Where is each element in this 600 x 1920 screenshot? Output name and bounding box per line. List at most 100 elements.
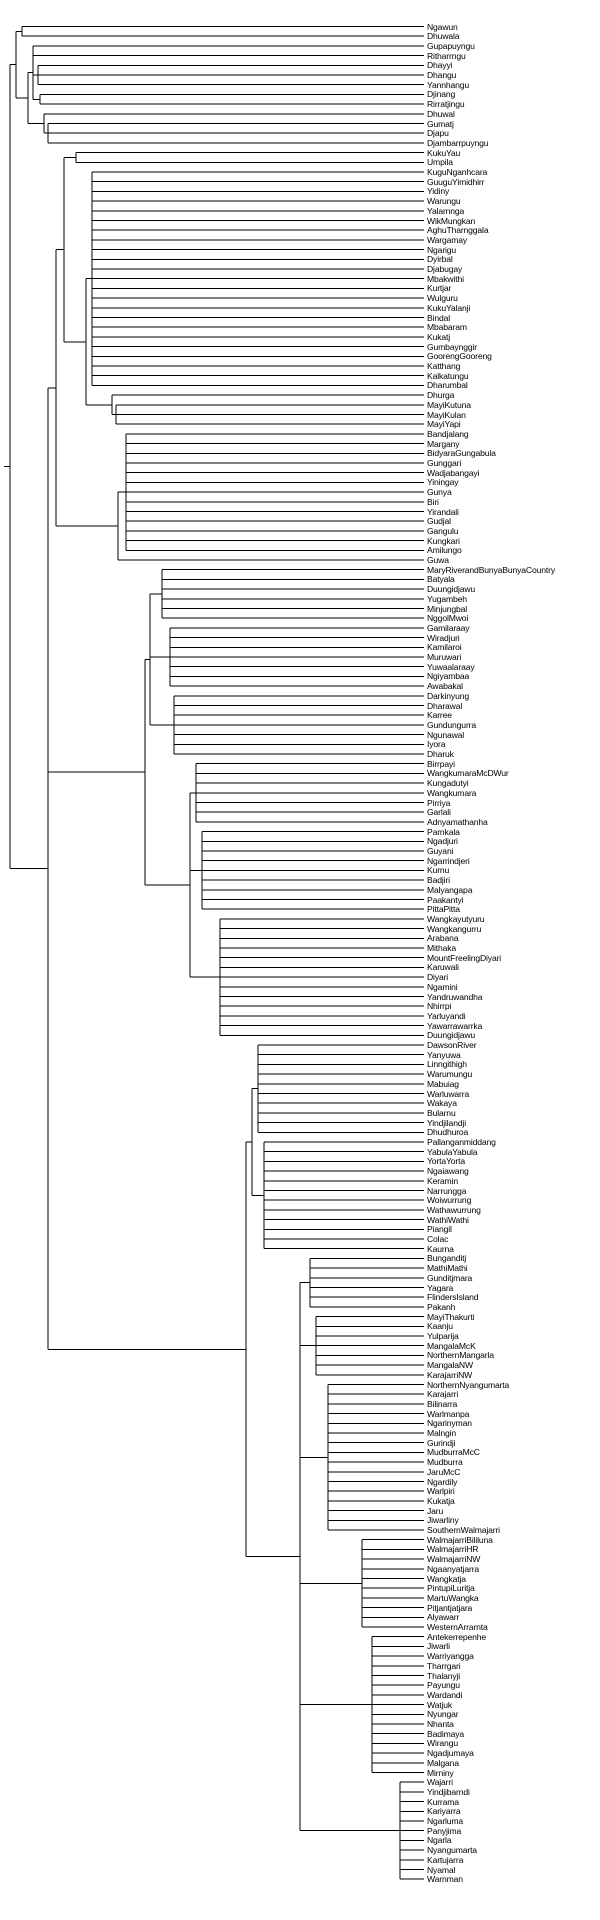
leaf-label: Yawarrawarrka [427,1020,483,1031]
leaf-label: Gamilaraay [427,622,470,633]
leaf-label: AghuTharnggala [427,225,489,236]
leaf-label: Yannhangu [427,79,469,90]
leaf-label: Margany [427,438,460,449]
leaf-label: Gunditjmara [427,1272,473,1283]
leaf-label: Jaru [427,1505,444,1516]
leaf-label: Warumungu [427,1069,473,1080]
leaf-label: Karuwali [427,962,459,973]
leaf-label: KarajarriNW [427,1369,473,1380]
leaf-label: Minjungbal [427,603,468,614]
leaf-label: Yugambeh [427,593,467,604]
leaf-label: Nyangumarta [427,1845,477,1856]
leaf-label: Wangkayutyuru [427,913,485,924]
leaf-label: Katthang [427,361,461,371]
leaf-label: Yirandali [427,506,459,517]
leaf-label: Dhuwala [427,31,460,42]
leaf-label: Yindjilandji [427,1117,466,1128]
leaf-label: Payungu [427,1680,460,1691]
leaf-label: Dharuk [427,749,454,759]
leaf-label: Wajarri [427,1777,453,1788]
leaf-label: WalmajarriBililuna [427,1534,493,1545]
leaf-label: Nyungar [427,1709,459,1720]
leaf-label: Ngamini [427,981,458,992]
leaf-label: Wardandi [427,1689,463,1700]
leaf-label: Mithaka [427,943,457,953]
leaf-label: Wangkatja [427,1573,466,1584]
leaf-label: Linngithigh [427,1059,467,1070]
leaf-label: Amilungo [427,545,462,556]
leaf-label: Ngarrindjeri [427,855,470,866]
leaf-label: Pallanganmiddang [427,1137,496,1147]
leaf-label: Garlali [427,807,451,818]
leaf-label: Gunggari [427,458,462,468]
leaf-label: Rirratjingu [427,99,465,110]
leaf-label: Warriyangga [427,1651,474,1662]
leaf-label: Gurindji [427,1437,456,1448]
leaf-label: Dhudhuroa [427,1127,469,1138]
leaf-label: Jiwarli [427,1641,450,1652]
leaf-label: WangkumaraMcDWur [427,768,509,779]
leaf-label: Antekerrepenhe [427,1631,487,1642]
leaf-label: MayiKutuna [427,399,471,410]
leaf-label: Paakantyi [427,894,464,905]
leaf-label: MountFreelingDiyari [427,952,502,963]
leaf-label: Thalanyji [427,1670,461,1681]
leaf-label: Bularnu [427,1107,456,1118]
leaf-label: Narrungga [427,1185,467,1196]
leaf-label: MathiMathi [427,1263,468,1274]
leaf-label: Muruwari [427,652,462,662]
leaf-label: Ngadjumaya [427,1748,474,1759]
leaf-label: Kamilaroi [427,642,462,653]
leaf-label: Wiradjuri [427,632,460,643]
leaf-label: Ngarigu [427,244,457,255]
leaf-label: Mbakwithi [427,273,464,284]
leaf-label: Dyirbal [427,254,453,265]
leaf-label: Kurnu [427,865,450,876]
leaf-label: Ngardily [427,1476,458,1487]
leaf-label: MayiYapi [427,419,461,430]
leaf-label: Malyangapa [427,884,473,895]
leaf-label: Gunya [427,487,452,498]
leaf-label: Woiwurrung [427,1195,472,1206]
leaf-label: WathiWathi [427,1214,469,1225]
leaf-label: Ngiyambaa [427,671,470,682]
leaf-label: Wakaya [427,1098,457,1109]
leaf-label: Nhanta [427,1719,454,1729]
leaf-label: Jiwarliny [427,1515,459,1526]
leaf-label: Gundungurra [427,719,476,730]
leaf-label: Guwa [427,555,449,565]
leaf-label: Yulparija [427,1331,459,1341]
leaf-label: Ngadjuri [427,836,458,847]
leaf-label: Ngarinyman [427,1418,472,1429]
leaf-label: Gumbaynggir [427,341,477,352]
leaf-label: Pitjantjatjara [427,1602,473,1613]
leaf-label: Badjiri [427,875,450,886]
leaf-label: PittaPitta [427,904,460,915]
leaf-label: Wulguru [427,293,458,304]
leaf-label: MayiThakurti [427,1311,475,1322]
leaf-label: JaruMcC [427,1466,461,1477]
leaf-label: Birrpayi [427,758,455,769]
leaf-label: Kaanju [427,1321,453,1332]
leaf-label: Yarluyandi [427,1010,466,1021]
leaf-label: Darkinyung [427,690,469,701]
leaf-label: Djambarrpuyngu [427,137,489,148]
leaf-label: Gumatj [427,118,454,129]
leaf-label: Dhayyi [427,60,453,71]
leaf-label: Awabakal [427,681,463,692]
leaf-label: NggolMwoi [427,613,469,624]
leaf-label: Mbabaram [427,322,467,333]
leaf-label: NorthernMangarla [427,1350,494,1361]
leaf-label: Badimaya [427,1728,465,1739]
leaf-label: Watjuk [427,1699,453,1710]
leaf-label: FlindersIsland [427,1292,479,1303]
leaf-label: Wangkangurru [427,923,482,934]
leaf-label: Alyawarr [427,1612,460,1623]
leaf-label: Dharawal [427,700,463,711]
leaf-label: Gudjal [427,516,451,527]
leaf-label: Bunganditj [427,1253,467,1264]
leaf-label: Warlmanpa [427,1408,470,1419]
leaf-label: MudburraMcC [427,1447,480,1458]
